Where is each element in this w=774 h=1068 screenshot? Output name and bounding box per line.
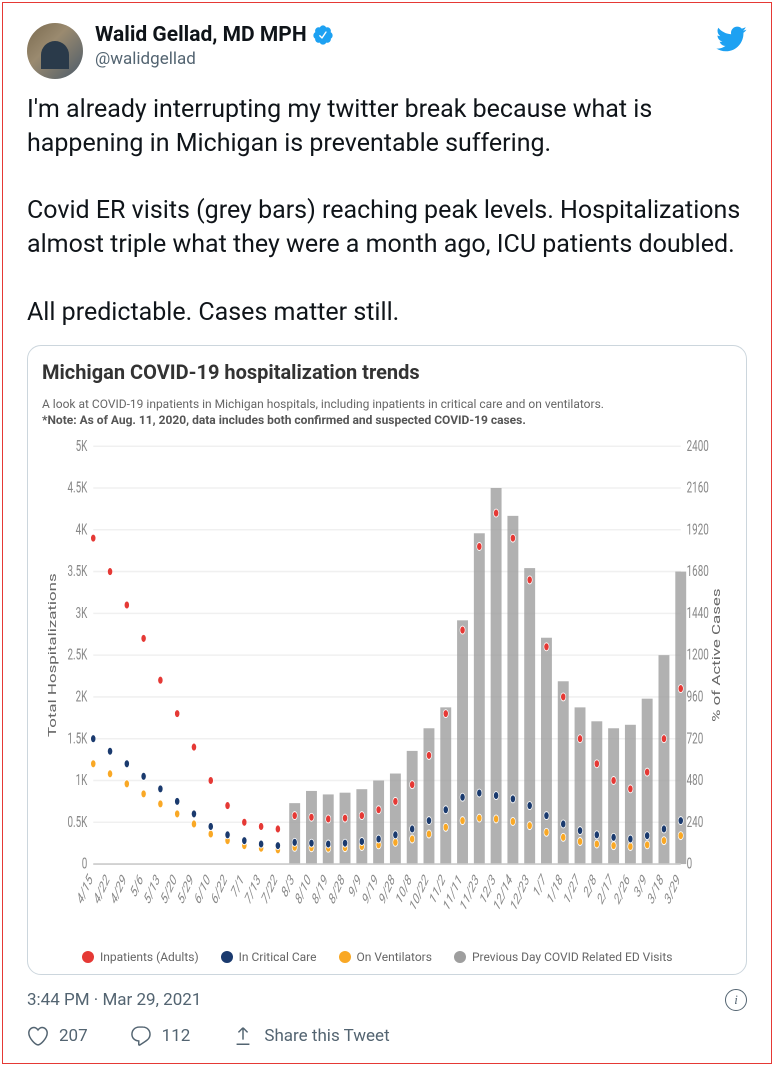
svg-text:3.5K: 3.5K <box>67 563 88 581</box>
svg-text:5K: 5K <box>76 438 88 456</box>
actions-bar: 207 112 Share this Tweet <box>27 1025 747 1047</box>
tweet-text: I'm already interrupting my twitter brea… <box>27 93 747 329</box>
chart-note: *Note: As of Aug. 11, 2020, data include… <box>42 413 732 427</box>
verified-badge-icon <box>312 24 334 46</box>
share-label: Share this Tweet <box>264 1026 389 1046</box>
svg-text:1K: 1K <box>76 772 88 790</box>
legend-item: Inpatients (Adults) <box>82 950 199 964</box>
share-button[interactable]: Share this Tweet <box>232 1025 389 1047</box>
svg-text:2/26: 2/26 <box>612 872 633 908</box>
legend-item: On Ventilators <box>339 950 432 964</box>
like-button[interactable]: 207 <box>27 1025 88 1047</box>
svg-text:2400: 2400 <box>687 438 709 456</box>
timestamp[interactable]: 3:44 PM · Mar 29, 2021 <box>27 990 201 1010</box>
info-icon[interactable]: i <box>725 989 747 1011</box>
chart-title: Michigan COVID-19 hospitalization trends <box>42 360 732 384</box>
svg-text:4/29: 4/29 <box>108 872 129 908</box>
svg-text:1.5K: 1.5K <box>67 730 88 748</box>
svg-text:4.5K: 4.5K <box>67 480 88 498</box>
like-count: 207 <box>59 1026 88 1046</box>
svg-text:4/22: 4/22 <box>92 872 113 908</box>
svg-text:1/27: 1/27 <box>562 871 583 908</box>
display-name[interactable]: Walid Gellad, MD MPH <box>95 23 307 47</box>
svg-text:1680: 1680 <box>687 563 709 581</box>
tweet-card: Walid Gellad, MD MPH @walidgellad I'm al… <box>2 2 772 1064</box>
svg-text:5/20: 5/20 <box>159 872 180 908</box>
svg-text:6/10: 6/10 <box>192 872 213 908</box>
svg-text:3/18: 3/18 <box>646 872 667 908</box>
svg-text:3K: 3K <box>76 605 88 623</box>
svg-text:0.5K: 0.5K <box>67 814 88 832</box>
svg-text:4K: 4K <box>76 521 88 539</box>
svg-text:Total Hospitalizations: Total Hospitalizations <box>47 573 59 737</box>
chart-card[interactable]: Michigan COVID-19 hospitalization trends… <box>27 345 747 975</box>
avatar[interactable] <box>27 23 83 79</box>
reply-count: 112 <box>162 1026 191 1046</box>
svg-text:9/19: 9/19 <box>360 872 381 908</box>
svg-text:960: 960 <box>687 688 704 706</box>
timestamp-row: 3:44 PM · Mar 29, 2021 i <box>27 989 747 1011</box>
svg-text:2K: 2K <box>76 688 88 706</box>
twitter-logo-icon[interactable] <box>715 23 747 59</box>
svg-text:1200: 1200 <box>687 647 709 665</box>
svg-text:1/18: 1/18 <box>545 872 566 908</box>
svg-text:6/22: 6/22 <box>209 872 230 908</box>
svg-text:5/29: 5/29 <box>176 872 197 908</box>
svg-text:% of Active Cases: % of Active Cases <box>711 588 723 722</box>
svg-text:480: 480 <box>687 772 704 790</box>
svg-text:0: 0 <box>687 856 693 874</box>
svg-text:2160: 2160 <box>687 480 709 498</box>
legend-item: Previous Day COVID Related ED Visits <box>454 950 673 964</box>
chart-plot: 0 0.5K 1K 1.5K 2K 2.5K 3K 3.5K 4K 4.5K 5K 0 240 480 72… <box>42 437 732 944</box>
svg-text:9/28: 9/28 <box>377 872 398 908</box>
chart-subtitle: A look at COVID-19 inpatients in Michiga… <box>42 396 732 413</box>
svg-text:5/13: 5/13 <box>142 872 163 908</box>
svg-text:2/17: 2/17 <box>595 871 616 908</box>
tweet-header: Walid Gellad, MD MPH @walidgellad <box>27 23 747 79</box>
svg-text:8/28: 8/28 <box>327 872 348 908</box>
svg-text:0: 0 <box>82 856 88 874</box>
svg-text:4/15: 4/15 <box>75 871 96 908</box>
chart-legend: Inpatients (Adults) In Critical Care On Ve… <box>42 950 732 964</box>
legend-item: In Critical Care <box>221 950 317 964</box>
svg-text:8/10: 8/10 <box>293 872 314 908</box>
svg-text:7/22: 7/22 <box>260 872 281 908</box>
name-block: Walid Gellad, MD MPH @walidgellad <box>95 23 715 69</box>
svg-text:7/13: 7/13 <box>243 872 264 908</box>
svg-text:1440: 1440 <box>687 605 709 623</box>
svg-text:8/19: 8/19 <box>310 872 331 908</box>
svg-text:240: 240 <box>687 814 704 832</box>
handle[interactable]: @walidgellad <box>95 49 715 69</box>
svg-text:720: 720 <box>687 730 704 748</box>
svg-text:2.5K: 2.5K <box>67 647 88 665</box>
svg-text:1920: 1920 <box>687 521 709 539</box>
svg-text:3/29: 3/29 <box>662 872 683 908</box>
reply-button[interactable]: 112 <box>130 1025 191 1047</box>
